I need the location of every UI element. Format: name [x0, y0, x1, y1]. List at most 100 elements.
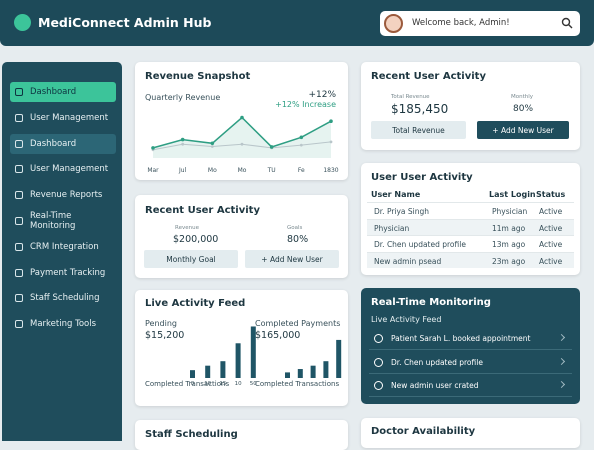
card-title: Staff Scheduling [145, 429, 238, 440]
chevron [557, 333, 566, 342]
button[interactable]: + Add New User [477, 121, 569, 139]
nav-icon [15, 268, 23, 277]
point [181, 142, 185, 146]
chart-title: Pending [145, 319, 177, 328]
card-title: Revenue Snapshot [145, 71, 251, 82]
nav-icon [15, 217, 23, 225]
table-cell: 11m ago [492, 223, 526, 233]
stat-value: 80% [287, 234, 309, 245]
x-tick-label: 50 [250, 381, 257, 387]
activity-card: Recent User Activity Revenue $200,000 Go… [135, 195, 348, 278]
table-row: Physician 11m ago Active [367, 218, 574, 235]
point [240, 142, 244, 146]
table-cell: Active [539, 207, 563, 216]
point [151, 146, 155, 150]
annotation: +12% [308, 90, 336, 100]
area [153, 117, 331, 158]
button[interactable]: Total Revenue [371, 121, 466, 139]
point [180, 137, 185, 142]
table-row: New admin psead 23m ago Active [367, 251, 574, 268]
annotation: +12% Increase [275, 100, 336, 109]
nav-item[interactable]: Marketing Tools [10, 314, 116, 334]
chart-footer: Completed Transactions [145, 380, 229, 388]
nav-item[interactable]: Payment Tracking [10, 263, 116, 283]
nav-icon [15, 88, 23, 96]
nav-item[interactable]: Dashboard [10, 133, 116, 154]
point [299, 135, 304, 140]
button[interactable]: Monthly Goal [144, 250, 238, 268]
nav-label: Payment Tracking [30, 267, 106, 278]
search-box[interactable]: Welcome back, Admin! [380, 11, 580, 36]
table-row: Dr. Chen updated profile 13m ago Active [367, 235, 574, 251]
bar [250, 326, 256, 378]
chart-subtitle: $15,200 [145, 330, 184, 341]
nav-icon [15, 320, 23, 329]
nav-item[interactable]: Staff Scheduling [10, 288, 116, 308]
doctor-card: Doctor Availability [361, 418, 580, 448]
sidebar: Dashboard User Management Dashboard User Ma… [2, 62, 122, 441]
nav-label: Real-Time Monitoring [30, 211, 76, 231]
line-chart: Mar Jul Mo Mo TU Fe 1830 [147, 115, 339, 174]
stat-value: 80% [513, 104, 534, 114]
stat-value: $200,000 [173, 234, 219, 245]
x-tick-label: Mo [238, 167, 247, 174]
chart-title: Completed Payments [255, 319, 340, 328]
search-icon [561, 17, 573, 29]
x-tick-label: 1830 [323, 167, 338, 174]
nav-icon [15, 113, 23, 122]
table-cell: Active [539, 256, 563, 266]
nav-item[interactable]: User Management [10, 159, 116, 179]
bar [220, 361, 226, 378]
feed-text: Dr. Chen updated profile [391, 357, 483, 367]
nav-item[interactable]: CRM Integration [10, 237, 116, 257]
avatar [384, 14, 403, 33]
bar [205, 365, 211, 378]
bar [190, 370, 195, 378]
logo [14, 14, 31, 31]
nav-label: Dashboard [30, 87, 77, 97]
nav-item[interactable]: Real-Time Monitoring [10, 211, 116, 231]
x-tick-label: Fe [298, 167, 305, 174]
stat-label: Revenue [175, 225, 199, 231]
x-tick-label: 15 [219, 381, 226, 387]
table-cell: Physician [374, 223, 410, 233]
feed-item[interactable]: Dr. Chen updated profile [369, 352, 572, 374]
revenue-card: Revenue Snapshot Quarterly Revenue +12% … [135, 62, 348, 180]
nav-label: User Management [30, 112, 109, 123]
feed-text: Patient Sarah L. booked appointment [391, 334, 531, 343]
button[interactable]: + Add New User [245, 250, 339, 268]
stat-label: Goals [287, 225, 303, 231]
check-icon [374, 381, 383, 390]
card-title: Recent User Activity [145, 205, 260, 216]
x-tick-label: 0 [191, 381, 195, 387]
column-header: Last Login [489, 190, 536, 199]
table-cell: 23m ago [492, 256, 526, 266]
card-title: User User Activity [371, 172, 473, 183]
nav-label: Revenue Reports [30, 190, 103, 201]
nav-label: Marketing Tools [30, 319, 97, 330]
table-cell: New admin psead [374, 256, 442, 266]
nav-item[interactable]: Dashboard [10, 82, 116, 102]
check-icon [374, 357, 383, 367]
x-tick-label: Jul [178, 167, 187, 174]
card-title: Live Activity Feed [145, 298, 246, 309]
nav-label: User Management [30, 164, 109, 175]
feed-item[interactable]: New admin user crated [369, 375, 572, 397]
table-cell: Dr. Chen updated profile [374, 240, 466, 249]
nav-item[interactable]: User Management [10, 108, 116, 128]
point [299, 143, 303, 147]
monitoring-card: Real-Time Monitoring Live Activity Feed … [361, 288, 580, 404]
table-cell: Dr. Priya Singh [374, 207, 430, 216]
stat-label: Monthly [511, 94, 534, 100]
x-tick-label: Mar [147, 167, 159, 174]
nav-item[interactable]: Revenue Reports [10, 185, 116, 205]
feed-item[interactable]: Patient Sarah L. booked appointment [369, 328, 572, 350]
header: MediConnect Admin Hub Welcome back, Admi… [0, 0, 594, 46]
table-cell: Physician [492, 207, 528, 216]
bar [285, 372, 290, 378]
point [210, 141, 215, 146]
bar [297, 369, 303, 378]
check-icon [374, 334, 383, 343]
